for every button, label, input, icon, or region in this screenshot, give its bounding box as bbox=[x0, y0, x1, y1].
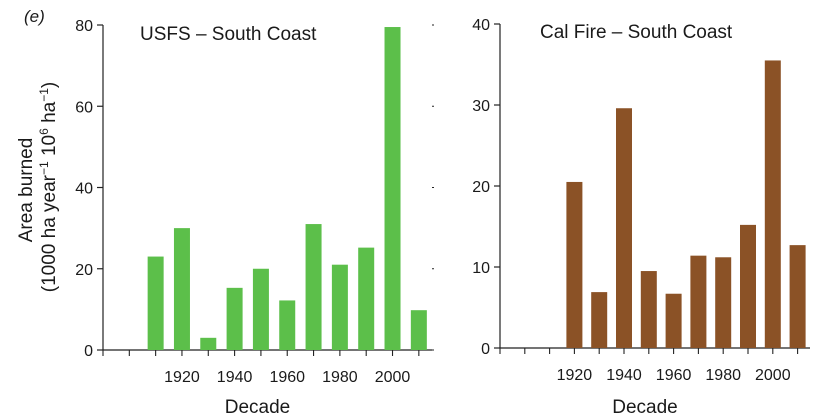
usfs-y-tick-label: 60 bbox=[75, 99, 93, 116]
cal-fire-x-tick-label: 2000 bbox=[755, 367, 791, 384]
cal-fire-bar bbox=[690, 255, 707, 348]
usfs-x-axis-title: Decade bbox=[225, 397, 291, 418]
cal-fire-y-tick-label: 10 bbox=[472, 260, 490, 277]
cal-fire-bar bbox=[764, 60, 781, 348]
cal-fire-x-tick-label: 1940 bbox=[606, 367, 642, 384]
usfs-bar bbox=[200, 337, 217, 350]
usfs-bar bbox=[331, 264, 348, 350]
panel-label: (e) bbox=[24, 7, 45, 26]
usfs-y-tick-label: 80 bbox=[75, 18, 93, 35]
y-axis-units: (1000 ha year−1 106 ha−1) bbox=[37, 82, 60, 292]
usfs-y-tick-label: 0 bbox=[84, 343, 93, 360]
usfs-bar bbox=[147, 256, 164, 350]
usfs-title: USFS – South Coast bbox=[140, 24, 317, 45]
cal-fire-x-tick-label: 1980 bbox=[705, 367, 741, 384]
usfs-bar bbox=[173, 228, 190, 350]
usfs-x-tick-label: 1960 bbox=[269, 369, 305, 386]
cal-fire-bar bbox=[715, 257, 732, 348]
y-axis-title: Area burned bbox=[16, 138, 37, 243]
cal-fire-bar bbox=[789, 245, 806, 348]
usfs-x-tick-label: 1980 bbox=[322, 369, 358, 386]
cal-fire-x-tick-label: 1920 bbox=[557, 367, 593, 384]
usfs-bar bbox=[305, 224, 322, 350]
usfs-bar bbox=[384, 27, 401, 350]
usfs-bar bbox=[252, 268, 269, 350]
usfs-x-tick-label: 2000 bbox=[375, 369, 411, 386]
cal-fire-y-tick-label: 0 bbox=[481, 341, 490, 358]
cal-fire-x-axis-title: Decade bbox=[612, 397, 678, 418]
cal-fire-y-tick-label: 30 bbox=[472, 98, 490, 115]
cal-fire-bar bbox=[566, 181, 583, 348]
cal-fire-bar bbox=[665, 293, 682, 348]
cal-fire-x-tick-label: 1960 bbox=[656, 367, 692, 384]
usfs-x-tick-label: 1920 bbox=[164, 369, 200, 386]
cal-fire-bar bbox=[740, 224, 756, 348]
cal-fire-bar bbox=[640, 271, 657, 348]
cal-fire-bar bbox=[591, 292, 608, 348]
usfs-bar bbox=[279, 300, 296, 350]
cal-fire-y-tick-label: 20 bbox=[472, 179, 490, 196]
usfs-bar bbox=[358, 247, 375, 350]
usfs-y-tick-label: 40 bbox=[75, 181, 93, 198]
cal-fire-y-tick-label: 40 bbox=[472, 17, 490, 34]
cal-fire-bar bbox=[616, 108, 632, 349]
usfs-bar bbox=[226, 287, 243, 350]
usfs-y-tick-label: 20 bbox=[75, 262, 93, 279]
cal-fire-title: Cal Fire – South Coast bbox=[540, 22, 733, 43]
usfs-x-tick-label: 1940 bbox=[217, 369, 253, 386]
usfs-chart: 0 20 40 60 80 1920 1940 1960 1980 2000 USFS – Sout… bbox=[75, 18, 434, 418]
cal-fire-chart: 0 10 20 30 40 1920 1940 1960 1980 2000 Cal Fire – … bbox=[472, 17, 810, 418]
usfs-bar bbox=[410, 310, 427, 350]
